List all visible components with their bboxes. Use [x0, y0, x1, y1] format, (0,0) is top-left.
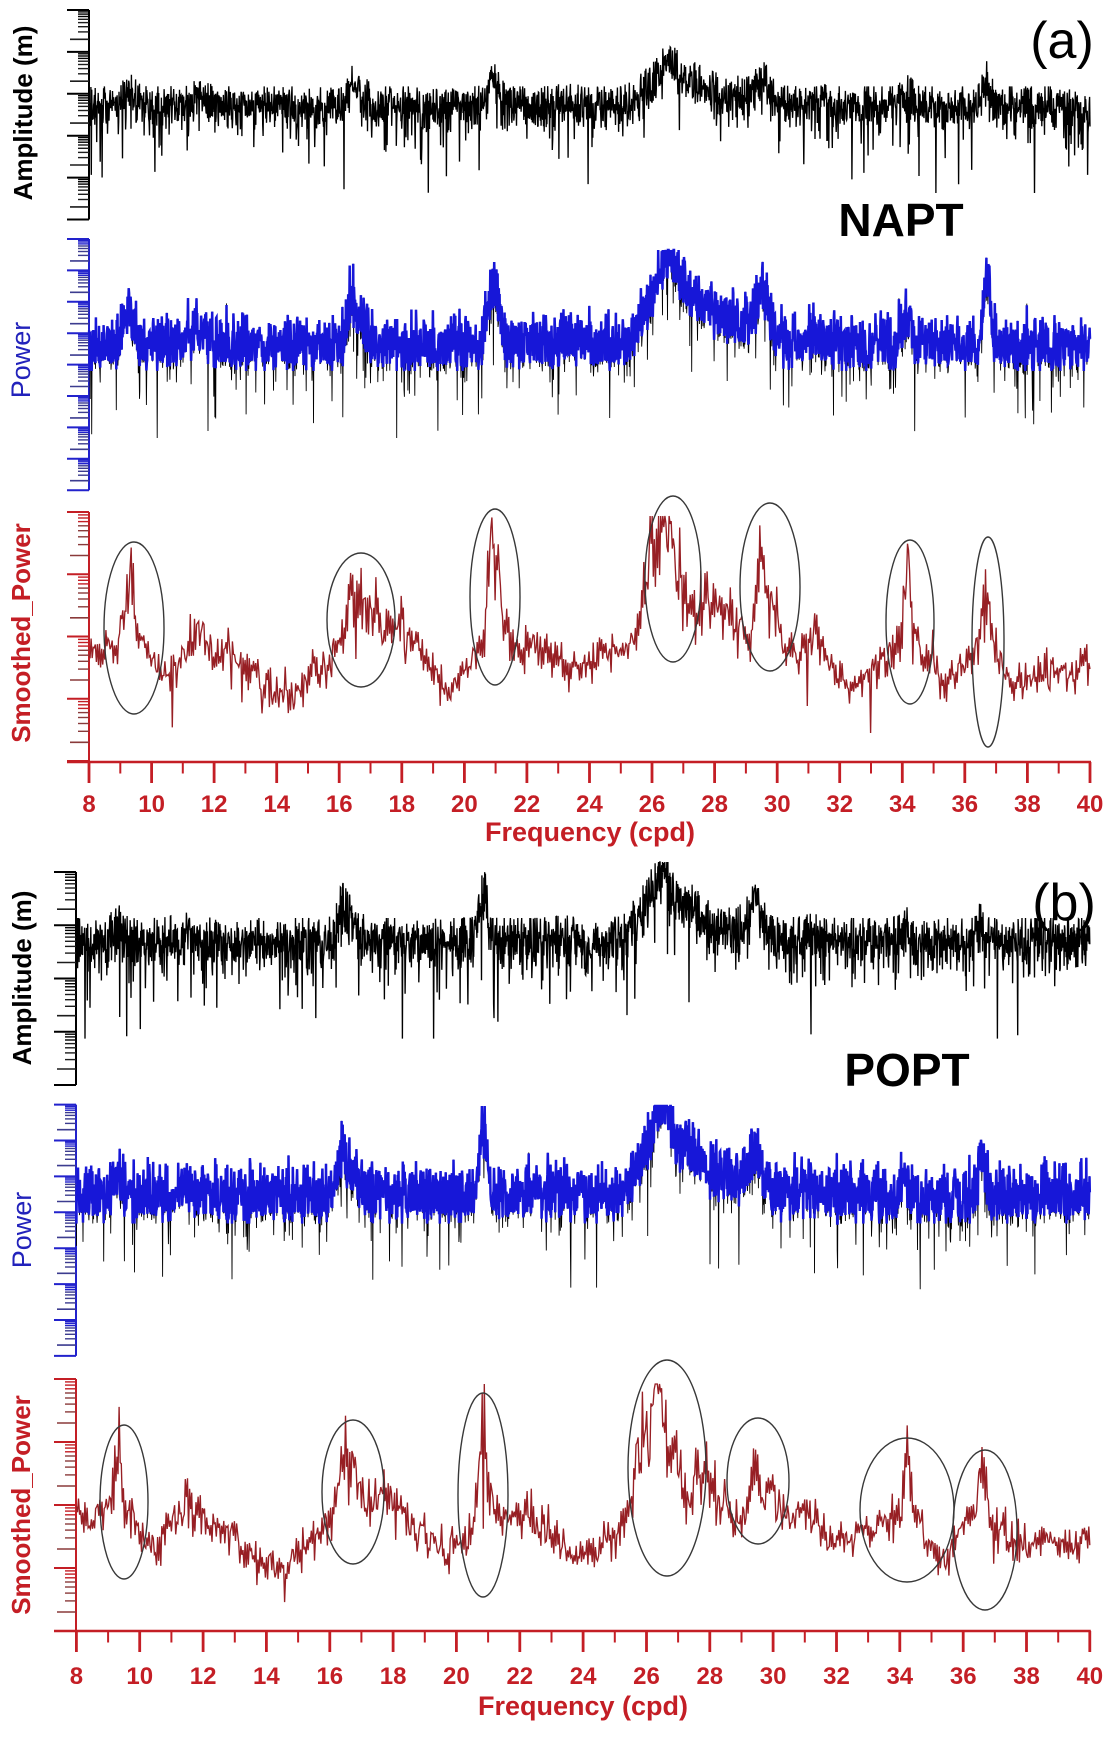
- svg-text:20: 20: [451, 791, 478, 818]
- svg-text:POPT: POPT: [844, 1044, 969, 1096]
- svg-text:10: 10: [138, 791, 165, 818]
- svg-text:18: 18: [380, 1663, 407, 1690]
- svg-text:40: 40: [1077, 791, 1104, 818]
- svg-text:8: 8: [70, 1663, 83, 1690]
- svg-text:38: 38: [1014, 791, 1041, 818]
- svg-text:34: 34: [886, 1663, 913, 1690]
- svg-text:40: 40: [1076, 1663, 1103, 1690]
- svg-text:Frequency (cpd): Frequency (cpd): [485, 817, 695, 847]
- svg-text:20: 20: [443, 1663, 470, 1690]
- svg-text:36: 36: [950, 1663, 977, 1690]
- svg-text:34: 34: [889, 791, 916, 818]
- svg-text:28: 28: [696, 1663, 723, 1690]
- svg-text:Power: Power: [7, 1192, 37, 1269]
- svg-text:26: 26: [633, 1663, 660, 1690]
- svg-text:24: 24: [570, 1663, 597, 1690]
- svg-text:12: 12: [190, 1663, 217, 1690]
- svg-text:Amplitude (m): Amplitude (m): [7, 891, 37, 1066]
- svg-text:(a): (a): [1030, 12, 1094, 70]
- svg-text:38: 38: [1013, 1663, 1040, 1690]
- svg-text:16: 16: [316, 1663, 343, 1690]
- svg-text:36: 36: [951, 791, 978, 818]
- svg-text:30: 30: [764, 791, 791, 818]
- svg-text:10: 10: [126, 1663, 153, 1690]
- svg-text:Amplitude (m): Amplitude (m): [8, 26, 38, 201]
- svg-text:26: 26: [639, 791, 666, 818]
- svg-text:14: 14: [253, 1663, 280, 1690]
- svg-text:30: 30: [760, 1663, 787, 1690]
- svg-text:8: 8: [82, 791, 95, 818]
- svg-text:32: 32: [823, 1663, 850, 1690]
- svg-text:Smoothed_Power: Smoothed_Power: [6, 523, 36, 743]
- svg-text:22: 22: [514, 791, 541, 818]
- svg-text:(b): (b): [1032, 874, 1096, 932]
- svg-text:14: 14: [263, 791, 290, 818]
- svg-text:12: 12: [201, 791, 228, 818]
- svg-text:Frequency (cpd): Frequency (cpd): [478, 1691, 688, 1721]
- svg-text:Power: Power: [6, 322, 36, 399]
- svg-text:18: 18: [388, 791, 415, 818]
- svg-text:NAPT: NAPT: [838, 194, 963, 246]
- svg-text:Smoothed_Power: Smoothed_Power: [6, 1395, 36, 1615]
- svg-text:16: 16: [326, 791, 353, 818]
- svg-text:24: 24: [576, 791, 603, 818]
- svg-text:28: 28: [701, 791, 728, 818]
- svg-text:22: 22: [506, 1663, 533, 1690]
- svg-text:32: 32: [826, 791, 853, 818]
